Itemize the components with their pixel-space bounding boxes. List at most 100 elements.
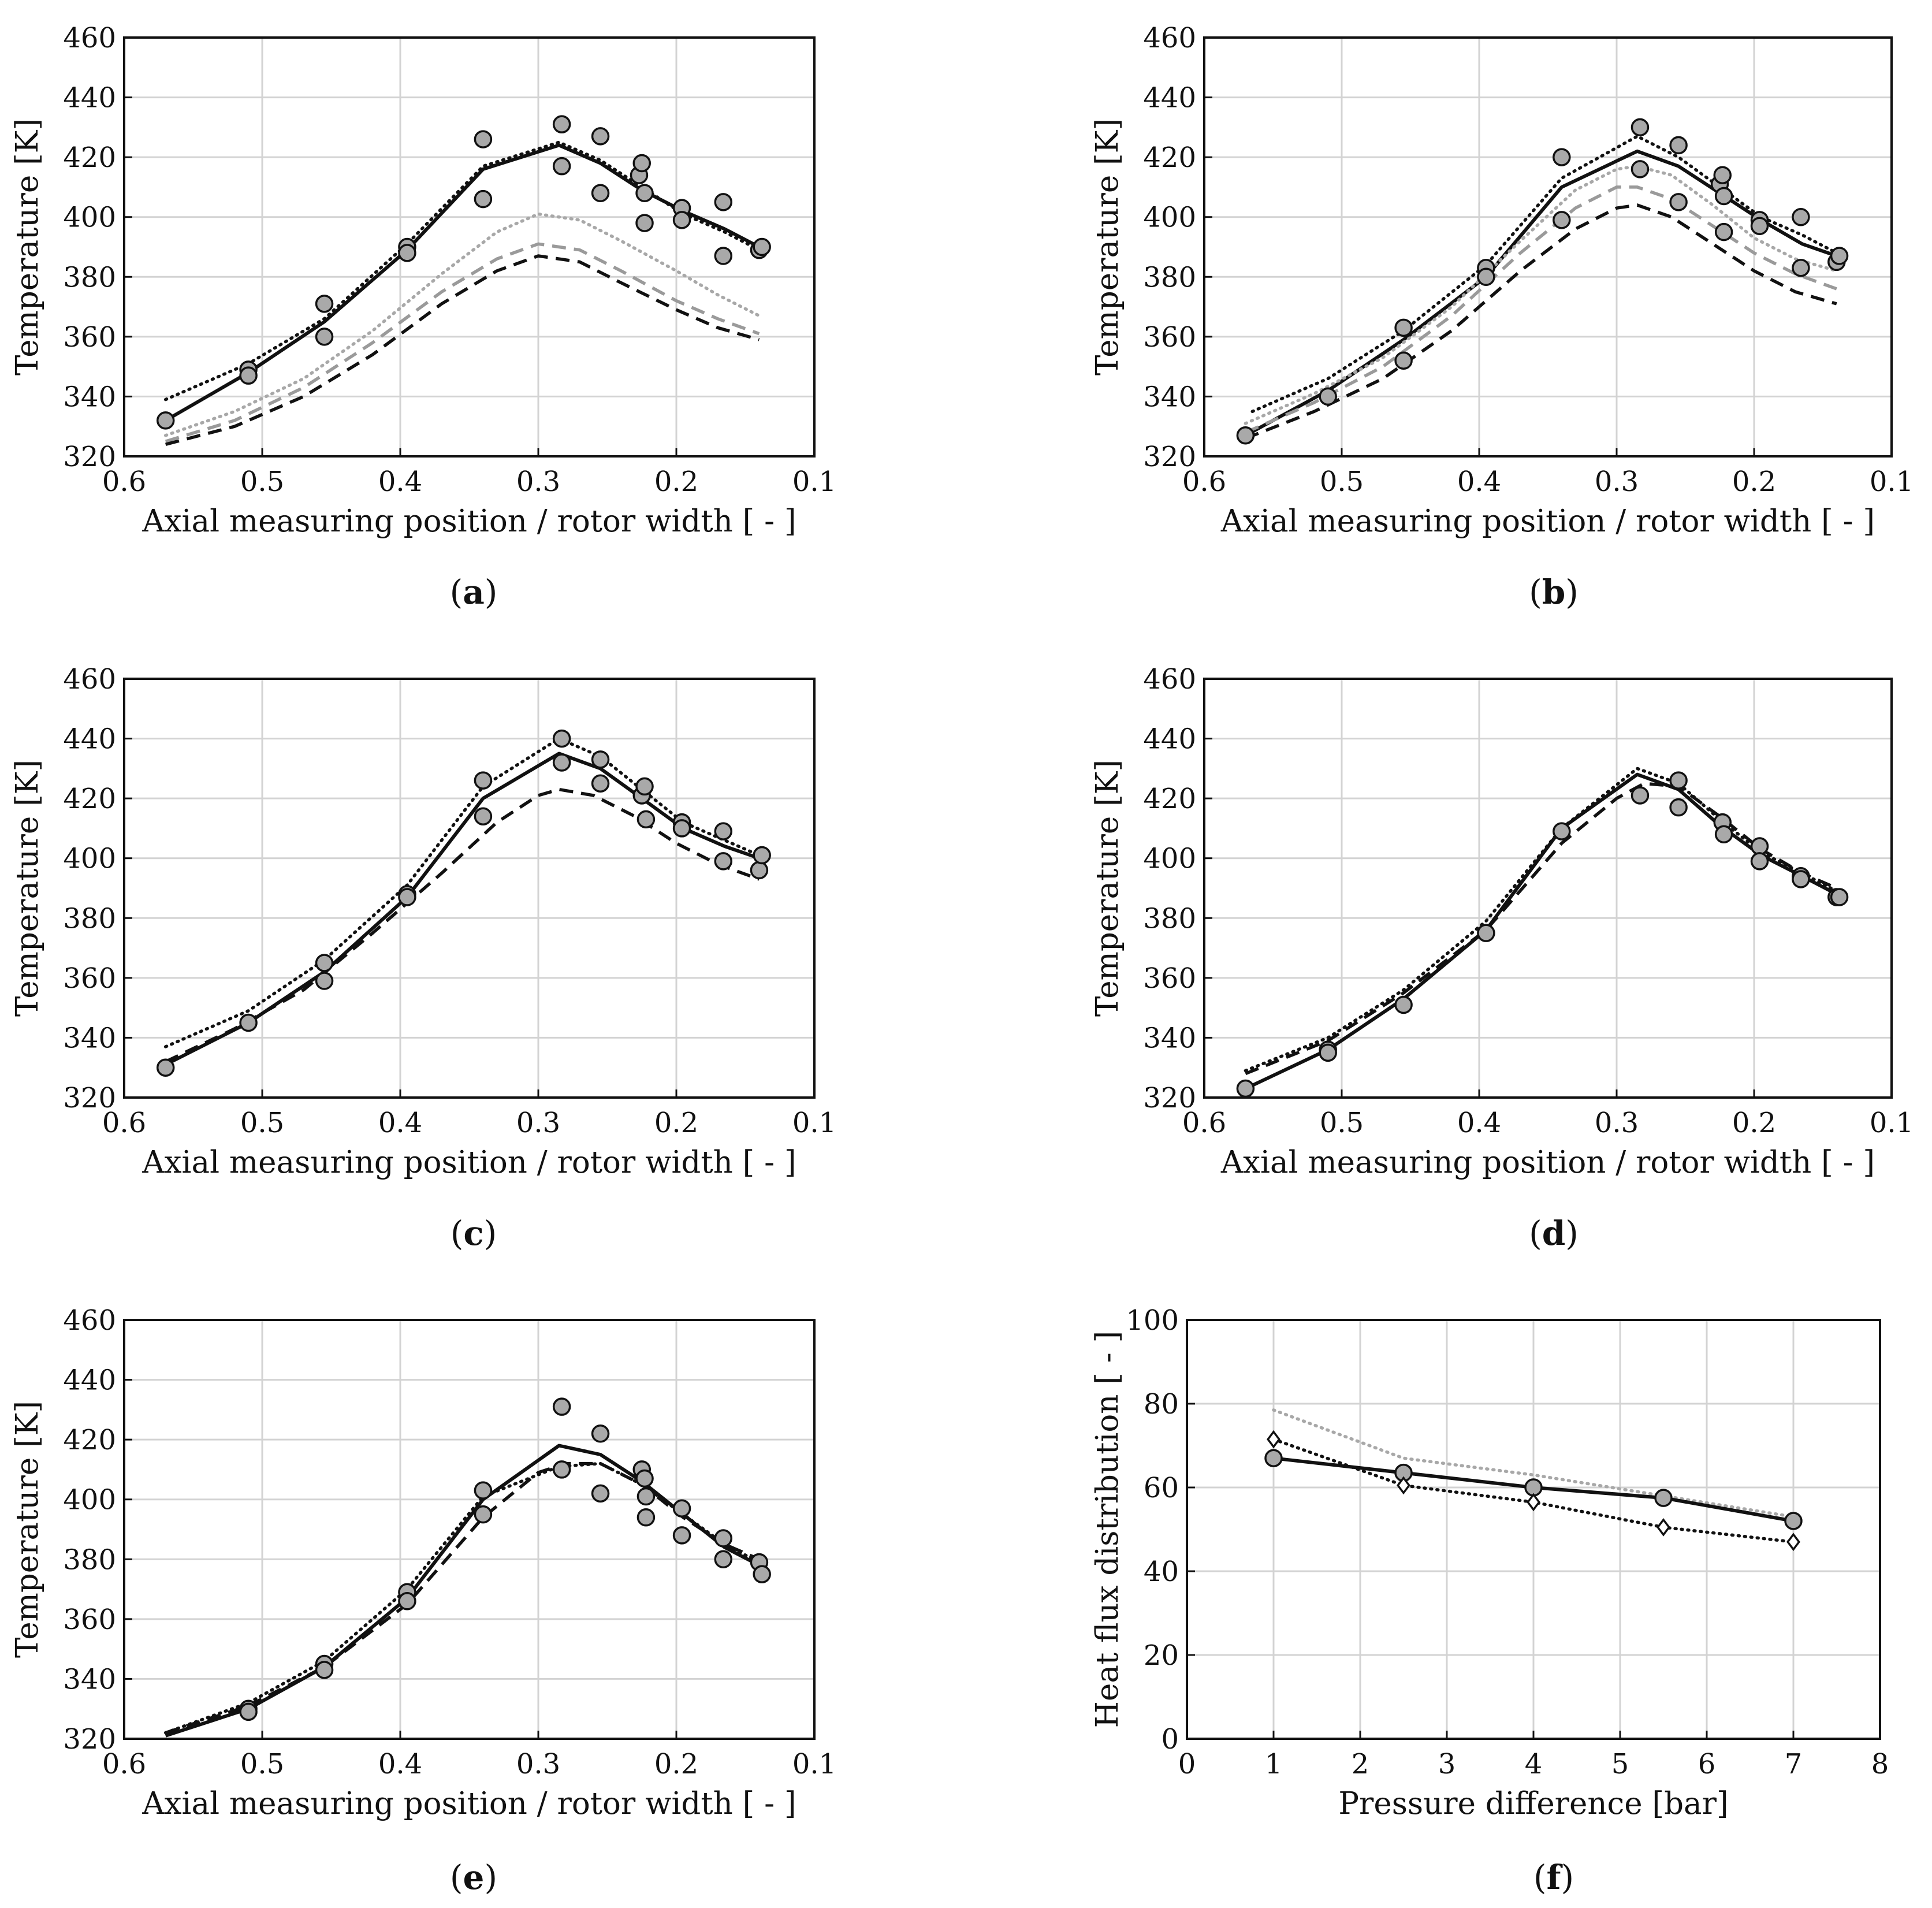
y-tick-label: 400 <box>1143 843 1196 875</box>
data-point <box>714 193 733 211</box>
data-point <box>591 750 610 769</box>
data-point <box>714 1529 733 1548</box>
plot-area <box>1204 38 1892 456</box>
y-tick-label: 380 <box>63 902 116 935</box>
chart-c: 0.6 0.5 0.4 0.3 0.2 0.1 320 340 360 380 400 420 440 4… <box>10 663 836 1253</box>
data-point <box>239 1702 258 1721</box>
series-line-gray-dotted <box>163 212 761 437</box>
caption-letter: d <box>1542 1214 1566 1253</box>
caption-close: ) <box>1565 1214 1579 1253</box>
x-tick-label: 0.6 <box>102 1748 146 1780</box>
data-point <box>552 753 571 772</box>
data-point <box>1792 259 1810 277</box>
x-tick-label: 0.2 <box>654 1748 698 1780</box>
y-tick-label: 400 <box>1143 202 1196 234</box>
data-point <box>315 954 334 972</box>
y-tick-label: 360 <box>1143 962 1196 995</box>
data-point <box>474 1481 493 1500</box>
data-point <box>672 819 691 838</box>
series-line-model-solid <box>1245 772 1838 1091</box>
y-tick-label: 380 <box>1143 902 1196 935</box>
caption-close: ) <box>484 1858 497 1897</box>
x-tick-label: 0.6 <box>102 466 146 498</box>
y-tick-label: 60 <box>1144 1472 1179 1504</box>
caption-open: ( <box>1529 1214 1542 1253</box>
data-point <box>474 807 493 825</box>
data-point <box>1553 822 1571 840</box>
data-point <box>552 115 571 133</box>
plot-frame <box>1203 36 1893 458</box>
caption-letter: b <box>1542 572 1566 612</box>
data-point <box>1631 160 1650 178</box>
y-axis-label: Temperature [K] <box>1090 118 1125 375</box>
plot-area <box>124 38 814 456</box>
data-point <box>1750 217 1769 235</box>
caption-open: ( <box>1529 572 1542 612</box>
x-tick-label: 0.1 <box>792 466 836 498</box>
x-tick-label: 5 <box>1611 1748 1629 1780</box>
y-tick-label: 440 <box>63 1364 116 1397</box>
series-line-black-dashed <box>165 1461 760 1735</box>
y-tick-label: 340 <box>63 1022 116 1054</box>
x-tick-label: 2 <box>1352 1748 1369 1780</box>
series-line-black-dashed <box>165 787 760 1063</box>
panel-caption: (a) <box>450 572 498 612</box>
y-tick-label: 360 <box>1143 321 1196 354</box>
data-point <box>1264 1449 1283 1467</box>
caption-close: ) <box>1561 1858 1574 1897</box>
y-tick-label: 460 <box>1143 22 1196 54</box>
data-point <box>315 295 334 313</box>
data-point <box>1236 426 1255 445</box>
y-tick-label: 420 <box>1143 142 1196 174</box>
caption-close: ) <box>484 1214 497 1253</box>
y-tick-label: 420 <box>63 142 116 174</box>
x-tick-label: 0.2 <box>654 466 698 498</box>
data-point-diamond <box>1527 1493 1540 1512</box>
data-point-diamond <box>1786 1533 1800 1552</box>
panel-caption: (c) <box>451 1214 497 1253</box>
panel-caption: (b) <box>1529 572 1579 612</box>
data-point <box>1669 136 1688 155</box>
x-tick-label: 0.5 <box>1320 466 1364 498</box>
chart-e: 0.6 0.5 0.4 0.3 0.2 0.1 320 340 360 380 400 420 440 4… <box>10 1304 836 1897</box>
data-point <box>398 244 416 262</box>
x-tick-label: 0.5 <box>240 1107 284 1139</box>
data-point <box>1631 786 1650 805</box>
x-axis-label: Pressure difference [bar] <box>1338 1786 1728 1821</box>
plot-frame <box>123 678 816 1099</box>
chart-a: 0.6 0.5 0.4 0.3 0.2 0.1 320 340 360 380 400 420 440 4… <box>10 22 836 612</box>
series-line-black-dashed <box>165 254 760 446</box>
caption-open: ( <box>450 1858 463 1897</box>
y-tick-label: 360 <box>63 962 116 995</box>
data-point <box>1319 1043 1337 1062</box>
y-tick-label: 420 <box>63 783 116 815</box>
data-point <box>552 157 571 176</box>
data-point <box>239 1013 258 1032</box>
series-line-model-dotted <box>1250 135 1838 414</box>
data-point <box>672 211 691 229</box>
x-tick-label: 0.6 <box>102 1107 146 1139</box>
data-point <box>1477 267 1495 287</box>
y-tick-label: 440 <box>63 723 116 756</box>
data-point-diamond <box>1397 1476 1410 1495</box>
data-point <box>1654 1489 1673 1507</box>
x-tick-label: 0.3 <box>516 1107 560 1139</box>
x-tick-label: 4 <box>1525 1748 1543 1780</box>
x-tick-label: 0.1 <box>792 1748 836 1780</box>
series-line-model-solid <box>1244 149 1837 437</box>
data-point <box>1477 924 1495 942</box>
data-point <box>1236 1079 1255 1098</box>
data-point <box>1792 870 1810 888</box>
caption-open: ( <box>450 572 463 612</box>
data-point <box>1750 852 1769 871</box>
data-point <box>635 777 654 796</box>
data-point <box>315 328 334 346</box>
x-axis-label: Axial measuring position / rotor width [… <box>142 1145 796 1180</box>
y-tick-label: 460 <box>1143 663 1196 695</box>
x-axis-label: Axial measuring position / rotor width [… <box>142 504 796 539</box>
y-tick-label: 100 <box>1126 1304 1179 1337</box>
data-point <box>1792 207 1810 226</box>
y-tick-label: 340 <box>1143 381 1196 413</box>
caption-letter: e <box>463 1858 485 1897</box>
